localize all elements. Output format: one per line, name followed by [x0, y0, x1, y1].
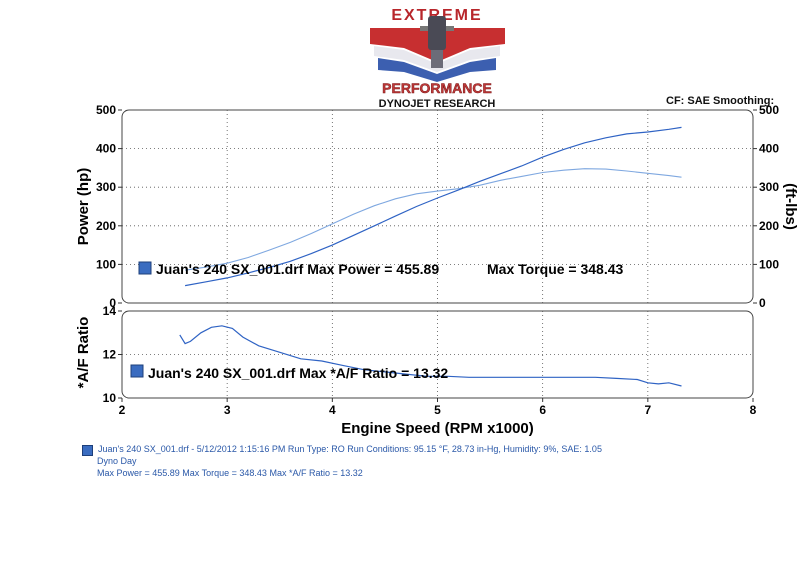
power-ytick-label: 200	[96, 219, 116, 233]
dyno-chart: 0 100 200 300 400 500 0 100 200 300 400 500 10 12 14 2 3…	[75, 103, 799, 437]
extreme-performance-logo: EXTREME PERFORMANCE DYNOJET RESEARCH	[370, 7, 505, 110]
power-ytick-label: 500	[96, 103, 116, 117]
torque-ytick-label: 100	[759, 257, 779, 271]
torque-axis-title: (ft-lbs)	[782, 183, 799, 230]
logo-main-text: PERFORMANCE	[382, 80, 492, 96]
x-axis-title: Engine Speed (RPM x1000)	[341, 420, 534, 437]
torque-legend-text: Max Torque = 348.43	[487, 261, 624, 277]
xtick-label: 8	[750, 403, 757, 417]
xtick-label: 6	[539, 403, 546, 417]
power-ytick-label: 400	[96, 142, 116, 156]
afr-ytick-label: 12	[103, 348, 117, 362]
afr-curve	[179, 325, 682, 387]
xtick-label: 3	[224, 403, 231, 417]
torque-ytick-label: 400	[759, 142, 779, 156]
power-curve	[184, 126, 682, 287]
run-color-square	[82, 445, 93, 456]
logo-top-text: EXTREME	[391, 7, 482, 24]
afr-axis-title: *A/F Ratio	[75, 317, 92, 389]
run-summary-line: Max Power = 455.89 Max Torque = 348.43 M…	[97, 467, 363, 478]
power-ytick-label: 300	[96, 180, 116, 194]
power-axis-title: Power (hp)	[75, 168, 92, 246]
xtick-label: 7	[644, 403, 651, 417]
power-legend-square	[138, 261, 152, 275]
torque-ytick-label: 0	[759, 296, 766, 310]
logo-sub-text: DYNOJET RESEARCH	[379, 98, 496, 110]
power-legend-text: Juan's 240 SX_001.drf Max Power = 455.89	[156, 261, 439, 277]
torque-ytick-label: 300	[759, 180, 779, 194]
afr-legend-text: Juan's 240 SX_001.drf Max *A/F Ratio = 1…	[148, 365, 448, 381]
torque-ytick-label: 200	[759, 219, 779, 233]
torque-curve	[185, 168, 682, 271]
run-info-footer: Juan's 240 SX_001.drf - 5/12/2012 1:15:1…	[82, 444, 602, 479]
run-notes-line: Dyno Day	[97, 456, 137, 466]
cf-smoothing-label: CF: SAE Smoothing:	[666, 95, 775, 107]
xtick-label: 5	[434, 403, 441, 417]
afr-ytick-label: 14	[103, 304, 117, 318]
torque-ytick-label: 500	[759, 103, 779, 117]
xtick-label: 2	[119, 403, 126, 417]
power-ytick-label: 100	[96, 257, 116, 271]
afr-legend-square	[130, 364, 144, 378]
xtick-label: 4	[329, 403, 336, 417]
afr-ytick-label: 10	[103, 391, 117, 405]
logo-flag-icon	[370, 16, 505, 82]
run-info-line: Juan's 240 SX_001.drf - 5/12/2012 1:15:1…	[98, 444, 602, 454]
power-ytick-label: 0	[109, 296, 116, 310]
